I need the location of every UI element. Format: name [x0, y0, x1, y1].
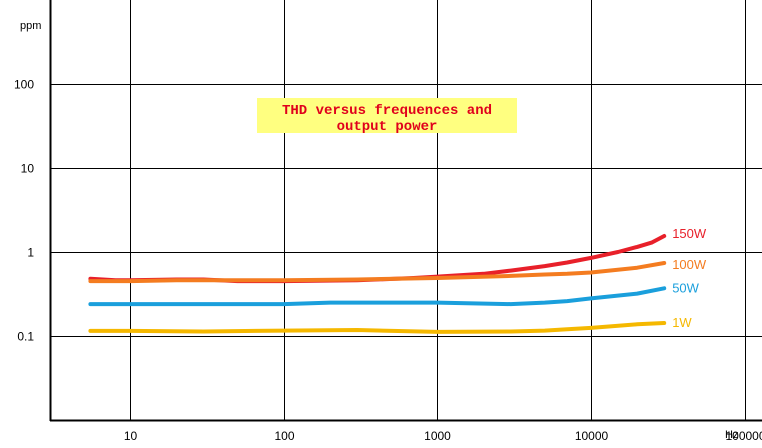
series-label-1W: 1W [672, 315, 692, 330]
chart-title-box: THD versus frequences and output power [257, 98, 517, 135]
series-labels: 150W 100W 50W 1W [672, 226, 707, 330]
series-label-50W: 50W [672, 280, 699, 295]
y-tick-label-0.1: 0.1 [17, 330, 34, 344]
x-tick-label-10000: 10000 [575, 429, 609, 443]
chart-title-line-1: THD versus frequences and [282, 103, 492, 119]
y-tick-label-100: 100 [14, 78, 34, 92]
series-line-100W [88, 261, 667, 284]
axes [49, 0, 762, 422]
y-tick-label-1: 1 [27, 246, 34, 260]
y-tick-label-10: 10 [21, 162, 35, 176]
x-axis-unit-label: Hz [725, 429, 738, 441]
tick-labels: 10 100 1000 10000 100000 0.1 1 10 100 [14, 78, 762, 444]
title-background [257, 98, 517, 133]
y-axis-unit-label: ppm [20, 20, 41, 32]
series-line-1W [88, 321, 667, 334]
series-lines [88, 234, 667, 334]
x-tick-label-10: 10 [124, 429, 138, 443]
chart-title-line-2: output power [337, 119, 438, 135]
x-tick-label-1000: 1000 [424, 429, 451, 443]
series-label-100W: 100W [672, 257, 707, 272]
series-line-50W [88, 286, 667, 307]
x-tick-label-100: 100 [274, 429, 294, 443]
series-label-150W: 150W [672, 226, 707, 241]
grid-lines [50, 0, 762, 420]
x-tick-label-100000: 100000 [725, 429, 762, 443]
